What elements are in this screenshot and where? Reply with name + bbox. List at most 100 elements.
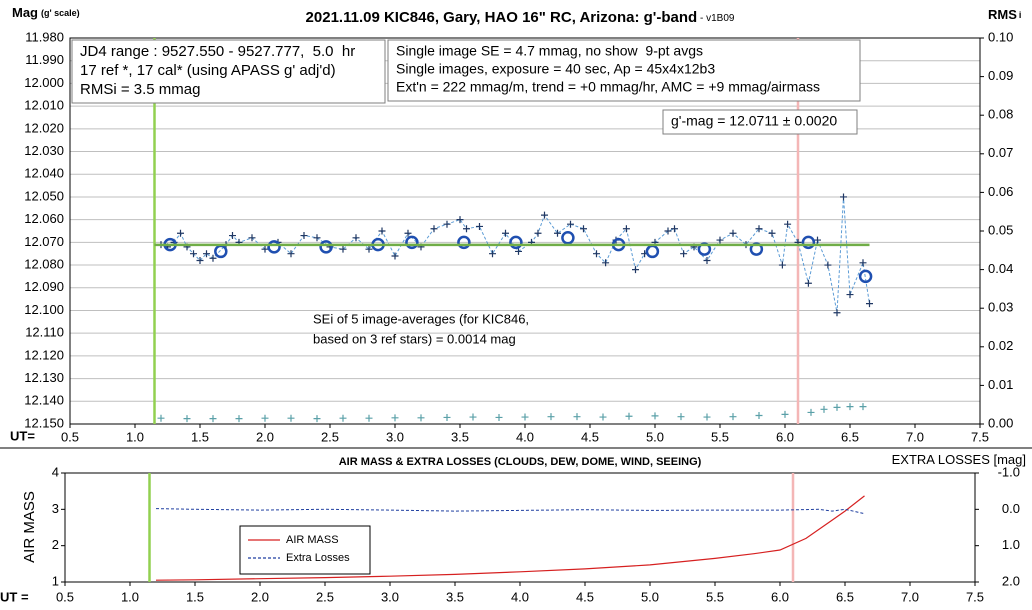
point — [622, 225, 630, 233]
y2-tick-label: 0.03 — [988, 300, 1013, 315]
y2-tick-label: 0.09 — [988, 68, 1013, 83]
annotation-box — [387, 39, 861, 102]
annotation-text: 17 ref *, 17 cal* (using APASS g' adj'd) — [80, 62, 336, 79]
point — [287, 250, 295, 258]
x-tick-label: 7.0 — [901, 589, 919, 604]
point — [554, 229, 561, 237]
point — [287, 414, 295, 422]
point — [814, 236, 821, 244]
y-tick-label: 12.040 — [24, 166, 64, 181]
y-tick-label: 12.000 — [24, 75, 64, 90]
point — [313, 415, 321, 423]
point — [476, 222, 483, 230]
x-tick-label: 3.0 — [386, 429, 404, 444]
point — [846, 403, 854, 411]
point — [469, 413, 477, 421]
y2-tick-label: 1.0 — [1002, 537, 1020, 552]
point — [755, 412, 763, 420]
point — [840, 193, 847, 201]
x-tick-label: 5.0 — [646, 429, 664, 444]
average-point — [801, 235, 816, 250]
average-point — [457, 235, 471, 250]
y2-tick-label: 0.05 — [988, 222, 1013, 237]
series-line — [155, 495, 865, 581]
y-tick-label: 12.120 — [24, 347, 64, 362]
point — [209, 254, 217, 262]
y-tick-label: 12.110 — [25, 325, 64, 340]
point — [755, 225, 763, 233]
point — [209, 415, 217, 423]
point — [859, 403, 867, 411]
x-tick-label: 1.5 — [191, 429, 209, 444]
y-tick-label: 4 — [52, 464, 59, 479]
annotation-text: Ext'n = 222 mmag/m, trend = +0 mmag/hr, … — [396, 79, 820, 95]
average-point — [509, 235, 523, 250]
title-text: AIR MASS & EXTRA LOSSES (CLOUDS, DEW, DO… — [339, 456, 702, 468]
point — [567, 220, 574, 228]
y-tick-label: 11.990 — [25, 52, 64, 67]
point — [593, 250, 600, 258]
average-point — [858, 269, 873, 284]
point — [339, 414, 347, 422]
x-tick-label: 5.0 — [641, 589, 659, 604]
x-tick-label: 3.5 — [446, 589, 464, 604]
y2-tick-label: 0.00 — [988, 415, 1013, 430]
annotation-text: RMSi = 3.5 mmag — [80, 81, 200, 98]
y-tick-label: 12.090 — [24, 279, 64, 294]
x-tick-label: 6.5 — [836, 589, 854, 604]
plot-frame — [69, 37, 981, 425]
point — [820, 405, 828, 413]
y-tick-label: 12.030 — [24, 143, 64, 158]
legend-label: AIR MASS — [286, 534, 339, 546]
point — [183, 415, 191, 423]
x-tick-label: 4.5 — [581, 429, 599, 444]
point — [784, 220, 792, 228]
point — [859, 259, 867, 267]
point — [235, 415, 243, 423]
y-tick-label: 11.980 — [25, 29, 64, 44]
x-tick-label: 3.5 — [451, 429, 469, 444]
point — [824, 261, 832, 269]
point — [463, 225, 470, 233]
y2-tick-label: 0.10 — [988, 29, 1013, 44]
y-label-text: Mag — [12, 5, 38, 20]
y-tick-label: 12.150 — [24, 415, 64, 430]
x-tick-label: 7.5 — [966, 589, 984, 604]
point — [729, 413, 737, 421]
x-tick-label: 4.0 — [511, 589, 529, 604]
title-text: 2021.11.09 KIC846, Gary, HAO 16" RC, Ari… — [306, 9, 698, 26]
x-tick-label: 6.5 — [841, 429, 859, 444]
point — [502, 229, 509, 237]
x-tick-label: 4.5 — [576, 589, 594, 604]
point — [768, 229, 776, 237]
y-tick-label: 3 — [52, 501, 59, 516]
y-tick-label: 12.070 — [24, 234, 64, 249]
x-axis-label: UT= — [10, 428, 35, 443]
y2-label-note: i — [1019, 10, 1022, 20]
x-tick-label: 7.5 — [971, 429, 989, 444]
y2-tick-label: 0.04 — [988, 261, 1013, 276]
y2-label-text: EXTRA LOSSES [mag] — [892, 452, 1026, 467]
y-tick-label: 12.060 — [24, 211, 64, 226]
y2-tick-label: 0.08 — [988, 107, 1013, 122]
point — [391, 414, 399, 422]
annotation-box — [662, 109, 858, 135]
x-tick-label: 1.5 — [186, 589, 204, 604]
point — [430, 225, 438, 233]
point — [261, 414, 269, 422]
point — [625, 412, 633, 420]
point — [521, 413, 529, 421]
point — [602, 259, 610, 267]
y2-label-text: RMS — [988, 7, 1017, 22]
point — [677, 413, 685, 421]
x-tick-label: 5.5 — [706, 589, 724, 604]
point — [534, 229, 542, 237]
point — [391, 252, 399, 260]
x-tick-label: 4.0 — [516, 429, 534, 444]
average-point — [405, 235, 419, 250]
point — [352, 234, 360, 242]
point — [866, 300, 873, 308]
y2-axis-label: EXTRA LOSSES [mag] — [892, 452, 1026, 467]
point — [664, 227, 672, 235]
y-tick-label: 12.080 — [24, 256, 64, 271]
